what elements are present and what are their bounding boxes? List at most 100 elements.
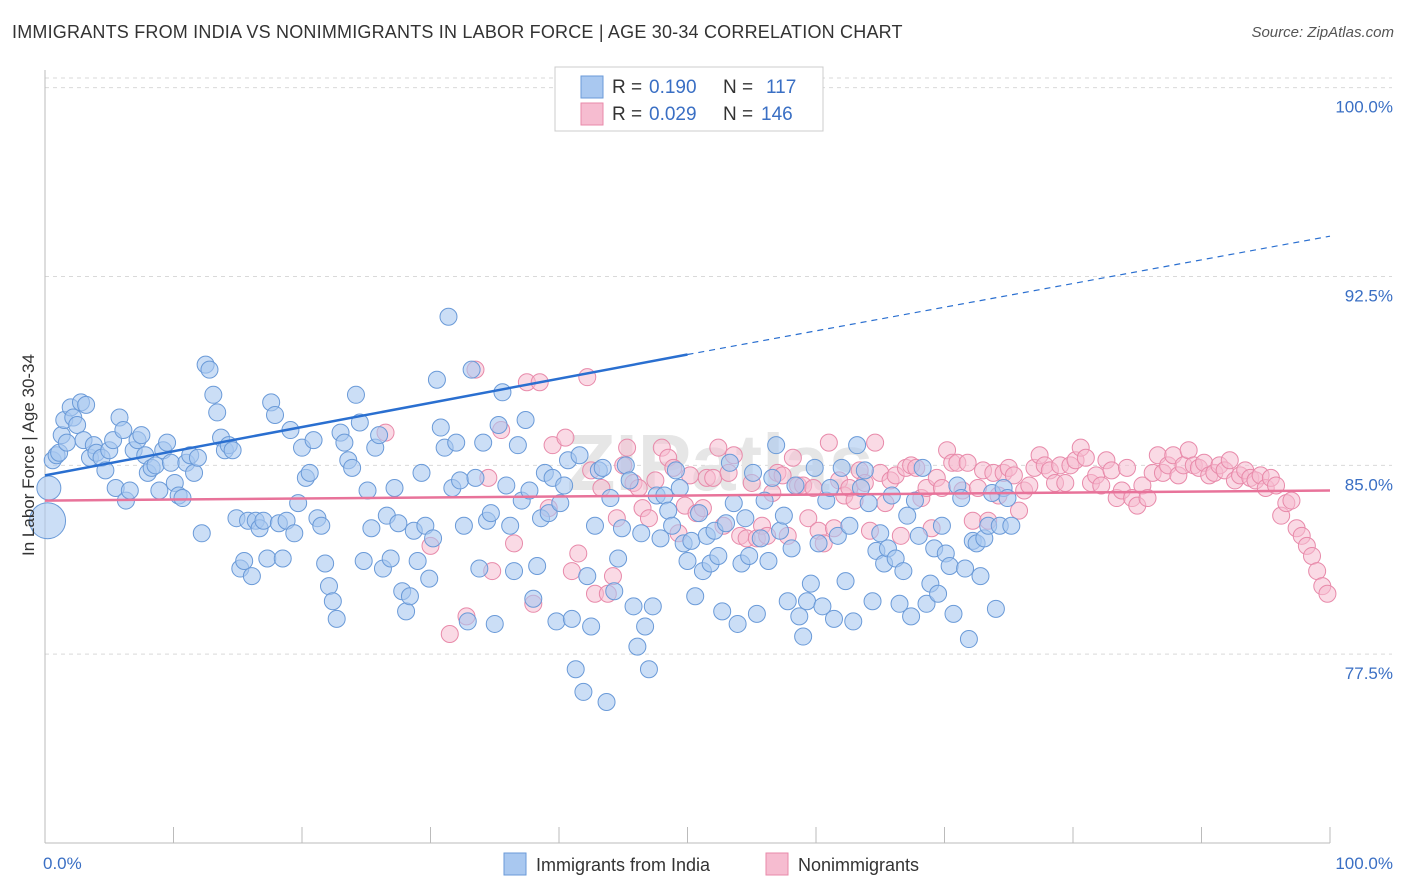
immigrants-point [158,433,177,452]
immigrants-point [173,489,192,508]
immigrants-point [609,549,628,568]
immigrants-point [161,453,180,472]
immigrants-point [859,494,878,513]
immigrants-point [659,501,678,520]
immigrants-point [400,587,419,606]
immigrants-point [501,516,520,535]
immigrants-point [566,660,585,679]
immigrants-point [497,476,516,495]
immigrants-point [593,458,612,477]
immigrants-point [319,577,338,596]
immigrants-point [632,524,651,543]
immigrants-point [836,572,855,591]
immigrants-point [763,468,782,487]
immigrants-point [192,524,211,543]
immigrants-point [424,529,443,548]
immigrants-point [840,516,859,535]
legend-n-label-pink: N = [723,104,753,125]
immigrants-point [462,360,481,379]
nonimmigrants-point [704,468,723,487]
legend-r-label-pink: R = [612,104,642,125]
legend-swatch-blue [580,75,604,99]
immigrants-point [36,475,62,501]
bottom-legend-swatch-pink [765,852,789,876]
immigrants-point [439,307,458,326]
immigrants-point [585,516,604,535]
immigrants-point [505,562,524,581]
immigrants-point [774,506,793,525]
immigrants-point [520,481,539,500]
immigrants-point [805,458,824,477]
immigrants-point [713,602,732,621]
immigrants-point [801,574,820,593]
immigrants-point [944,604,963,623]
immigrants-point [447,433,466,452]
immigrants-point [717,514,736,533]
immigrants-point [266,405,285,424]
nonimmigrants-point [1076,448,1095,467]
immigrants-point [871,524,890,543]
immigrants-point [740,546,759,565]
nonimmigrants-point [505,534,524,553]
immigrants-point [686,587,705,606]
nonimmigrants-point [1020,476,1039,495]
immigrants-point [551,494,570,513]
immigrants-point [628,637,647,656]
immigrants-point [821,478,840,497]
immigrants-point [636,617,655,636]
immigrants-point [601,489,620,508]
y-tick-label: 100.0% [1335,98,1393,117]
immigrants-point [454,516,473,535]
immigrants-point [905,491,924,510]
legend-r-value-pink: 0.029 [649,104,697,125]
immigrants-point [524,589,543,608]
immigrants-point [304,431,323,450]
x-tick-labels: 0.0% 100.0% [43,854,1393,873]
legend-n-value-pink: 146 [761,104,793,125]
bottom-legend-label-pink: Nonimmigrants [798,855,919,875]
immigrants-point [358,481,377,500]
nonimmigrants-point [1303,546,1322,565]
immigrants-trend-line [44,353,688,477]
nonimmigrants-point [819,433,838,452]
immigrants-point [470,559,489,578]
immigrants-point [528,557,547,576]
nonimmigrants-point [569,544,588,563]
immigrants-point [666,461,685,480]
y-tick-label: 77.5% [1345,664,1393,683]
immigrants-point [651,529,670,548]
immigrants-point [273,549,292,568]
immigrants-point [188,448,207,467]
immigrants-point [620,471,639,490]
y-axis-title: In Labor Force | Age 30-34 [19,354,38,556]
immigrants-point [335,433,354,452]
immigrants-point [917,594,936,613]
legend-n-label-blue: N = [723,77,753,98]
nonimmigrants-point [1308,562,1327,581]
immigrants-point [481,504,500,523]
immigrants-point [670,478,689,497]
immigrants-point [678,551,697,570]
immigrants-point [798,592,817,611]
immigrants-point [1002,516,1021,535]
bottom-legend-swatch-blue [503,852,527,876]
y-tick-labels: 77.5% 85.0% 92.5% 100.0% [1335,98,1393,684]
immigrants-point [709,546,728,565]
immigrants-point [959,630,978,649]
nonimmigrants-point [556,428,575,447]
immigrants-point [485,614,504,633]
immigrants-point [431,418,450,437]
immigrants-point [902,607,921,626]
immigrants-point [616,456,635,475]
immigrants-point [782,539,801,558]
immigrants-point [285,524,304,543]
immigrants-point [851,478,870,497]
immigrants-point [516,410,535,429]
immigrants-point [562,609,581,628]
immigrants-point [389,514,408,533]
immigrants-point [909,526,928,545]
immigrants-point [728,614,747,633]
immigrants-point [539,504,558,523]
immigrants-point [132,426,151,445]
immigrants-point [582,617,601,636]
